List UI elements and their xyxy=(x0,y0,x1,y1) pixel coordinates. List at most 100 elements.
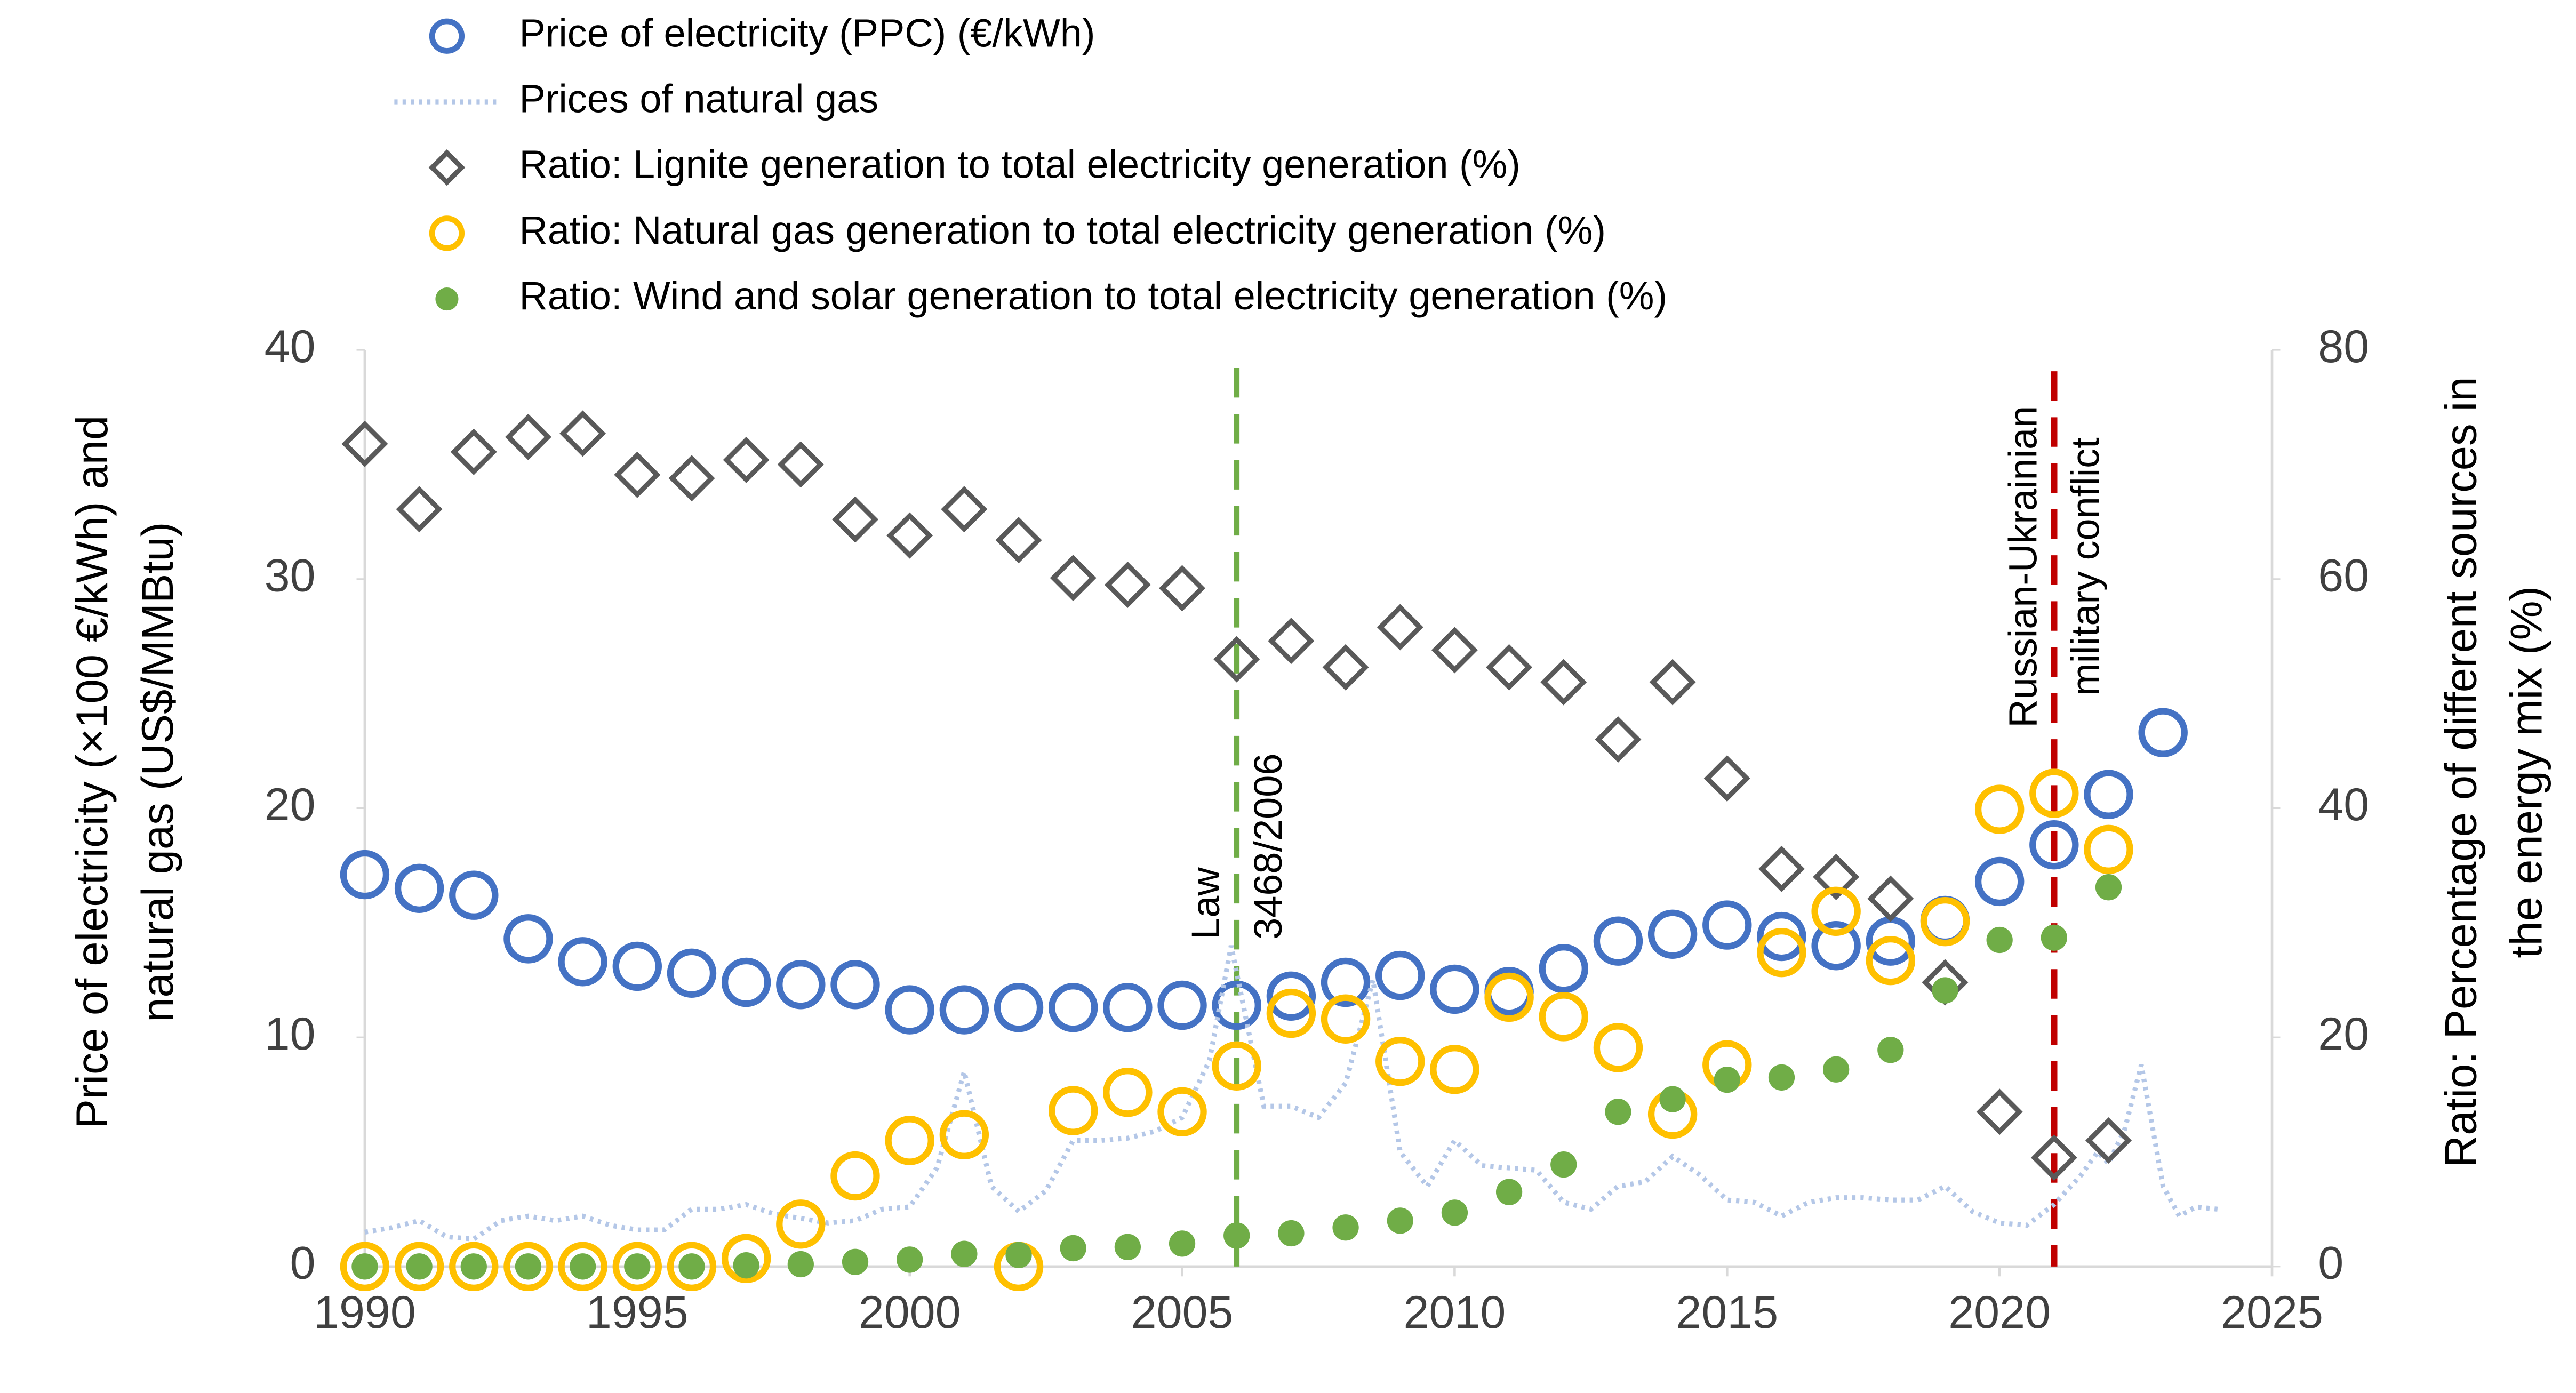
point xyxy=(776,1199,826,1249)
y-axis-title: natural gas (US$/MMBtu) xyxy=(133,522,182,1022)
point xyxy=(1539,944,1588,994)
point xyxy=(1114,1234,1141,1260)
point xyxy=(1321,957,1371,1007)
annotation-text: Russian-Ukrainian xyxy=(2001,406,2045,728)
point xyxy=(1768,1064,1795,1091)
point xyxy=(1157,980,1207,1030)
point xyxy=(396,486,443,533)
y-tick-label: 30 xyxy=(265,550,316,602)
point xyxy=(1278,1220,1305,1247)
point xyxy=(951,1240,978,1267)
point xyxy=(830,960,880,1010)
point xyxy=(1877,1037,1904,1063)
point xyxy=(1486,644,1533,691)
legend-label: Prices of natural gas xyxy=(519,77,878,121)
annotation-text: Law xyxy=(1183,867,1228,940)
point xyxy=(1050,555,1097,602)
point xyxy=(1540,659,1587,706)
point xyxy=(2085,1117,2132,1164)
x-tick-label: 2010 xyxy=(1403,1287,1506,1338)
x-tick-label: 2015 xyxy=(1676,1287,1778,1338)
point xyxy=(1813,853,1860,900)
point xyxy=(1430,964,1479,1014)
point xyxy=(1212,1041,1261,1091)
point xyxy=(612,941,662,991)
point xyxy=(1103,983,1153,1032)
point xyxy=(1659,1086,1686,1112)
point xyxy=(830,1151,880,1201)
point xyxy=(1387,1207,1413,1234)
point xyxy=(1159,565,1206,612)
point xyxy=(1223,1222,1250,1249)
y-axis-title: Price of electricity (×100 €/kWh) and xyxy=(67,415,117,1129)
y-tick-label: 10 xyxy=(265,1008,316,1060)
point xyxy=(1266,988,1316,1038)
point xyxy=(340,1242,390,1292)
point xyxy=(885,1116,934,1165)
point xyxy=(2029,820,2079,870)
point xyxy=(503,914,553,964)
point xyxy=(1811,921,1861,971)
point xyxy=(1976,1088,2023,1135)
point xyxy=(460,1253,487,1280)
point xyxy=(1757,911,1806,962)
y2-tick-label: 0 xyxy=(2318,1238,2343,1289)
point xyxy=(2138,708,2188,757)
legend-swatch xyxy=(435,287,459,311)
point xyxy=(515,1253,542,1280)
point xyxy=(721,957,771,1007)
point xyxy=(1321,994,1371,1044)
point xyxy=(1920,896,1970,947)
point xyxy=(787,1251,814,1278)
point xyxy=(1157,1087,1207,1136)
y2-tick-label: 20 xyxy=(2318,1008,2369,1060)
point xyxy=(1866,935,1916,986)
point xyxy=(1430,1045,1479,1094)
y2-tick-label: 60 xyxy=(2318,550,2369,602)
point xyxy=(1104,562,1151,609)
legend-label: Ratio: Wind and solar generation to tota… xyxy=(519,274,1667,318)
point xyxy=(939,1110,989,1159)
point xyxy=(340,850,390,900)
legend-swatch xyxy=(429,18,465,54)
x-tick-label: 2020 xyxy=(1948,1287,2051,1338)
point xyxy=(1103,1068,1153,1117)
point xyxy=(505,413,551,460)
legend-label: Ratio: Lignite generation to total elect… xyxy=(519,142,1520,187)
y2-tick-label: 40 xyxy=(2318,779,2369,830)
point xyxy=(406,1253,433,1280)
point xyxy=(1169,1230,1196,1257)
point xyxy=(2029,768,2079,818)
point xyxy=(1441,1199,1468,1226)
point xyxy=(2041,924,2067,951)
point xyxy=(624,1253,651,1280)
point xyxy=(1593,916,1643,966)
point xyxy=(733,1252,759,1279)
point xyxy=(1484,972,1534,1022)
x-tick-label: 2005 xyxy=(1131,1287,1234,1338)
point xyxy=(2084,770,2133,819)
point xyxy=(1377,604,1423,651)
y2-axis-title: the energy mix (%) xyxy=(2502,586,2551,958)
point xyxy=(1539,992,1588,1042)
point xyxy=(886,512,933,559)
point xyxy=(1375,950,1425,1000)
point xyxy=(1932,977,1958,1004)
point xyxy=(1822,1056,1850,1083)
point xyxy=(1322,644,1369,691)
annotation-text: military conflict xyxy=(2063,437,2108,696)
point xyxy=(1431,627,1478,674)
point xyxy=(558,937,607,987)
point xyxy=(1213,636,1260,683)
point xyxy=(721,1234,771,1283)
point xyxy=(897,1246,923,1273)
point xyxy=(1974,784,2025,834)
x-tick-label: 1995 xyxy=(586,1287,689,1338)
point xyxy=(558,1242,607,1292)
point xyxy=(394,1242,444,1292)
legend-swatch xyxy=(428,149,466,186)
point xyxy=(1647,909,1698,959)
point xyxy=(1212,980,1261,1030)
point xyxy=(1649,659,1696,706)
